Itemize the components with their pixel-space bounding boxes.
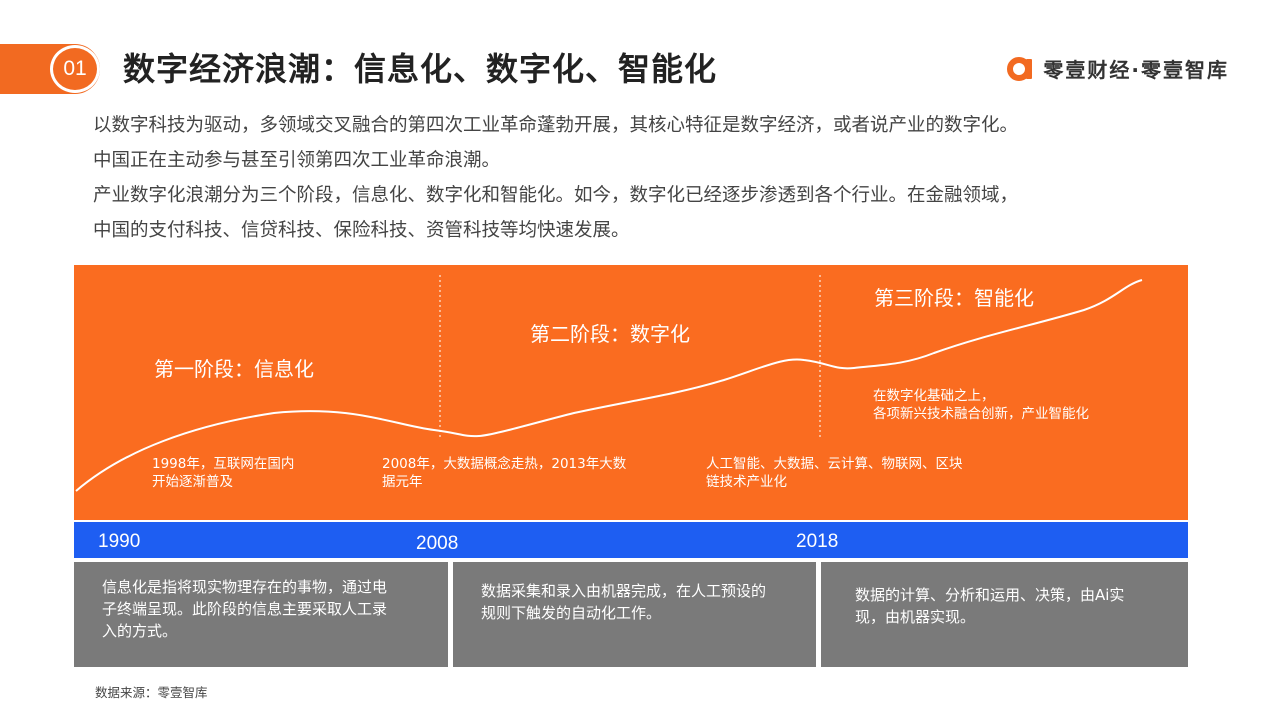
intro-line: 中国的支付科技、信贷科技、保险科技、资管科技等均快速发展。 xyxy=(93,220,630,241)
section-number-badge: 01 xyxy=(50,45,100,93)
description-line: 信息化是指将现实物理存在的事物，通过电 xyxy=(102,578,388,596)
intro-text: 以数字科技为驱动，多领域交叉融合的第四次工业革命蓬勃开展，其核心特征是数字经济，… xyxy=(93,108,1173,248)
stage-3-note: 人工智能、大数据、云计算、物联网、区块 链技术产业化 xyxy=(706,455,963,491)
description-line: 子终端呈现。此阶段的信息主要采取人工录 xyxy=(102,600,388,618)
year-label: 1990 xyxy=(98,531,141,552)
description-line: 数据的计算、分析和运用、决策，由Ai实 xyxy=(855,586,1125,604)
intro-line: 产业数字化浪潮分为三个阶段，信息化、数字化和智能化。如今，数字化已经逐步渗透到各… xyxy=(93,185,1019,206)
growth-curve-graphic xyxy=(75,275,1143,492)
intro-line: 以数字科技为驱动，多领域交叉融合的第四次工业革命蓬勃开展，其核心特征是数字经济，… xyxy=(93,115,1019,136)
brand-logo: 零壹财经·零壹智库 xyxy=(1005,52,1229,84)
year-label: 2008 xyxy=(416,533,459,554)
note-line: 据元年 xyxy=(382,474,423,490)
stage-1-label: 第一阶段：信息化 xyxy=(154,357,314,381)
timeline-bar: 1990 2008 2018 xyxy=(74,522,1188,558)
stage-panel: 第一阶段：信息化 第二阶段：数字化 第三阶段：智能化 1998年，互联网在国内 … xyxy=(74,265,1188,520)
note-line: 链技术产业化 xyxy=(706,474,787,490)
stage-3-label: 第三阶段：智能化 xyxy=(874,286,1034,310)
intro-line: 中国正在主动参与甚至引领第四次工业革命浪潮。 xyxy=(93,150,501,171)
stage-3-description: 数据的计算、分析和运用、决策，由Ai实 现，由机器实现。 xyxy=(821,562,1188,667)
stage-3-top-note: 在数字化基础之上， 各项新兴技术融合创新，产业智能化 xyxy=(873,387,1089,423)
note-line: 人工智能、大数据、云计算、物联网、区块 xyxy=(706,456,963,472)
note-line: 在数字化基础之上， xyxy=(873,388,995,404)
page-title: 数字经济浪潮：信息化、数字化、智能化 xyxy=(123,50,718,88)
stage-1-note: 1998年，互联网在国内 开始逐渐普及 xyxy=(152,455,294,491)
note-line: 开始逐渐普及 xyxy=(152,474,233,490)
description-line: 现，由机器实现。 xyxy=(855,608,976,626)
note-line: 1998年，互联网在国内 xyxy=(152,456,295,472)
growth-curve xyxy=(75,279,1143,492)
source-note: 数据来源：零壹智库 xyxy=(95,685,208,700)
brand-a-icon xyxy=(1007,57,1033,81)
stage-1-description: 信息化是指将现实物理存在的事物，通过电 子终端呈现。此阶段的信息主要采取人工录 … xyxy=(74,562,448,667)
stage-2-description: 数据采集和录入由机器完成，在人工预设的 规则下触发的自动化工作。 xyxy=(453,562,816,667)
stage-2-label: 第二阶段：数字化 xyxy=(530,322,690,346)
note-line: 2008年，大数据概念走热，2013年大数 xyxy=(382,456,627,472)
description-line: 数据采集和录入由机器完成，在人工预设的 xyxy=(481,582,767,600)
stage-2-note: 2008年，大数据概念走热，2013年大数 据元年 xyxy=(382,455,626,491)
description-line: 入的方式。 xyxy=(102,622,178,640)
year-label: 2018 xyxy=(796,531,839,552)
note-line: 各项新兴技术融合创新，产业智能化 xyxy=(873,406,1089,422)
brand-name: 零壹财经·零壹智库 xyxy=(1043,57,1229,82)
description-line: 规则下触发的自动化工作。 xyxy=(481,604,662,622)
